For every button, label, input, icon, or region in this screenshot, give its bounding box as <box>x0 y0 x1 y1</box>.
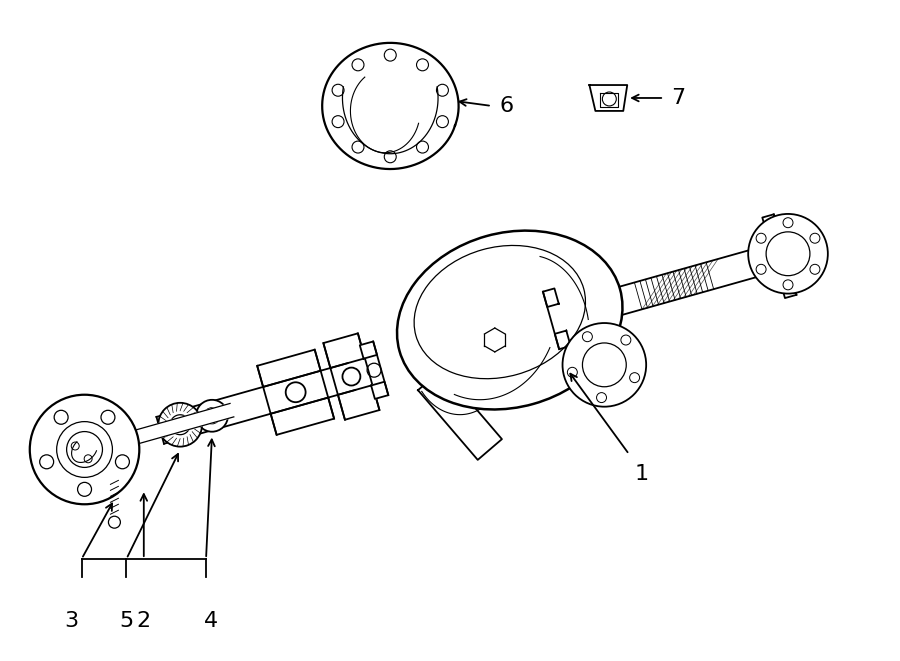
Polygon shape <box>606 317 616 327</box>
Polygon shape <box>590 85 627 111</box>
Polygon shape <box>543 288 559 307</box>
Circle shape <box>562 323 646 407</box>
Polygon shape <box>778 268 796 298</box>
Text: 4: 4 <box>204 611 218 631</box>
Text: 1: 1 <box>634 465 648 485</box>
Text: 2: 2 <box>137 611 151 631</box>
Polygon shape <box>571 245 778 327</box>
Polygon shape <box>338 385 380 420</box>
Polygon shape <box>597 283 607 293</box>
Polygon shape <box>86 403 234 457</box>
Polygon shape <box>360 342 377 359</box>
Text: 6: 6 <box>500 96 514 116</box>
Circle shape <box>196 400 228 432</box>
Polygon shape <box>257 350 320 387</box>
Text: 5: 5 <box>119 611 133 631</box>
Polygon shape <box>271 397 334 435</box>
Polygon shape <box>323 333 364 368</box>
Polygon shape <box>322 43 459 169</box>
Text: 7: 7 <box>671 88 685 108</box>
Polygon shape <box>554 330 571 349</box>
Polygon shape <box>157 363 356 444</box>
Circle shape <box>30 395 140 504</box>
Circle shape <box>158 403 202 447</box>
Polygon shape <box>762 214 781 245</box>
Polygon shape <box>371 381 388 399</box>
Ellipse shape <box>397 231 623 409</box>
Text: 3: 3 <box>65 611 78 631</box>
Circle shape <box>748 214 828 293</box>
Polygon shape <box>418 369 502 460</box>
